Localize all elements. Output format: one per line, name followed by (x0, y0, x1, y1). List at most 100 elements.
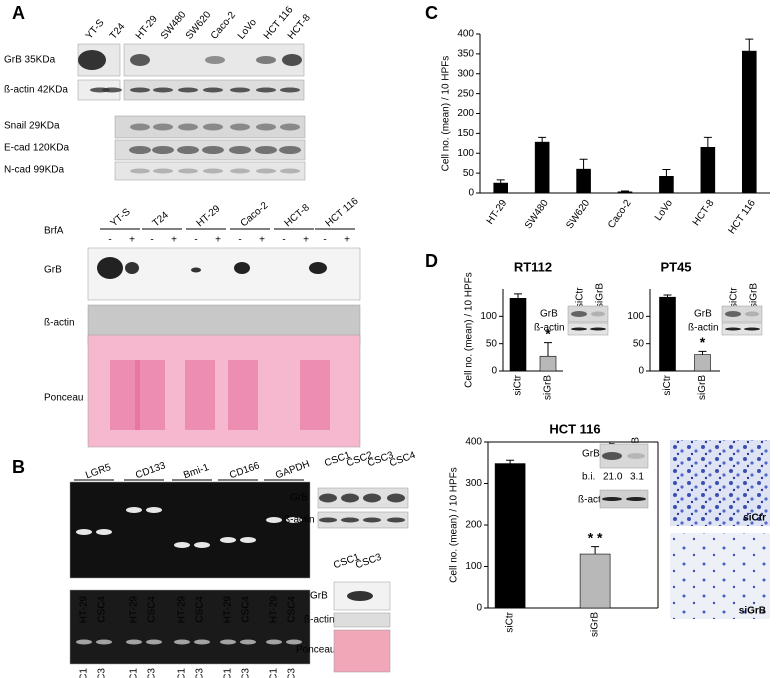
band (256, 123, 276, 131)
lane-label: SW480 (159, 9, 189, 42)
band (319, 493, 337, 503)
lane-shade (110, 360, 140, 430)
y-tick-label: 100 (627, 311, 644, 322)
blot (599, 489, 649, 509)
row-label: E-cad 120KDa (4, 143, 69, 154)
chart-title: RT112 (514, 259, 552, 274)
band (174, 639, 190, 645)
image-label: siGrB (739, 606, 766, 617)
error-bar (703, 136, 712, 148)
band (96, 639, 112, 645)
error-bar (496, 179, 505, 184)
band (129, 146, 151, 154)
sign: - (150, 235, 153, 246)
lane-label: HT-29 (134, 13, 160, 41)
blot (87, 334, 361, 448)
bar (694, 354, 711, 372)
band (205, 56, 225, 64)
x-tick-label: siCtr (505, 611, 516, 632)
band (220, 639, 236, 645)
sign: + (215, 235, 221, 246)
band (191, 267, 201, 273)
panel-label: B (12, 457, 25, 477)
band (126, 507, 142, 513)
lane-label: HT-29 (79, 596, 90, 624)
group-label: HT-29 (195, 203, 223, 229)
blot (567, 322, 609, 336)
bar (617, 191, 633, 194)
band (230, 123, 250, 131)
band (602, 452, 622, 460)
band (745, 311, 759, 317)
y-tick-label: 150 (457, 128, 474, 139)
group-label: T24 (151, 210, 172, 230)
band (146, 639, 162, 645)
y-tick-label: 300 (465, 478, 482, 489)
band (602, 497, 622, 501)
band (178, 168, 198, 174)
band (363, 517, 381, 523)
blot (567, 305, 609, 323)
band (102, 87, 122, 93)
row-label: ß-actin (578, 495, 609, 506)
error-bar (506, 459, 515, 464)
lane-label: HT-29 (177, 596, 188, 624)
lane-label: Caco-2 (209, 10, 238, 42)
band (76, 639, 92, 645)
bi-value: 21.0 (603, 472, 623, 483)
row-label: GrB (310, 591, 328, 602)
lane-label: LoVo (236, 17, 259, 42)
band (96, 529, 112, 535)
blot (721, 305, 763, 323)
lane-label: CSC1 (223, 668, 234, 678)
bar (493, 182, 509, 194)
error-bar (514, 293, 522, 299)
bi-value: 3.1 (630, 472, 644, 483)
band (240, 639, 256, 645)
band (153, 168, 173, 174)
bar (741, 50, 757, 194)
y-tick-label: 0 (476, 603, 482, 614)
band (229, 146, 251, 154)
bar (539, 355, 557, 372)
row-label: ß-actin (304, 615, 335, 626)
band (203, 168, 223, 174)
band (626, 497, 646, 501)
sign: - (108, 235, 111, 246)
band (130, 123, 150, 131)
band (280, 87, 300, 93)
error-bar (544, 342, 552, 357)
band (240, 537, 256, 543)
gene-label: Bmi-1 (182, 462, 211, 481)
band (279, 146, 301, 154)
y-tick-label: 50 (633, 338, 645, 349)
panel-label: A (12, 3, 25, 23)
band (152, 146, 174, 154)
gene-label: CD133 (134, 460, 167, 481)
band (174, 542, 190, 548)
lane-label: CSC3 (241, 668, 252, 678)
gene-label: LGR5 (84, 462, 113, 481)
y-axis-label: Cell no. (mean) / 10 HPFs (449, 467, 460, 583)
row-label: ß-actin (284, 515, 315, 526)
error-bar (663, 294, 672, 298)
lane-label: T24 (108, 21, 128, 42)
row-label: GrB (694, 309, 712, 320)
lane-label: CSC1 (79, 668, 90, 678)
band (230, 168, 250, 174)
row-label: GrB (44, 265, 62, 276)
sign: + (303, 235, 309, 246)
band (220, 537, 236, 543)
x-tick-label: siGrB (590, 612, 601, 637)
y-tick-label: 100 (480, 311, 497, 322)
band (97, 257, 123, 279)
lane-shade (228, 360, 258, 430)
y-axis-label: Cell no. (mean) / 10 HPFs (441, 56, 452, 172)
band (627, 453, 645, 459)
x-tick-label: siCtr (513, 374, 524, 395)
lane-label: SW620 (184, 9, 214, 42)
gene-label: GAPDH (274, 459, 311, 481)
y-axis-label: Cell no. (mean) / 10 HPFs (464, 272, 475, 388)
x-tick-label: HT-29 (485, 198, 510, 227)
